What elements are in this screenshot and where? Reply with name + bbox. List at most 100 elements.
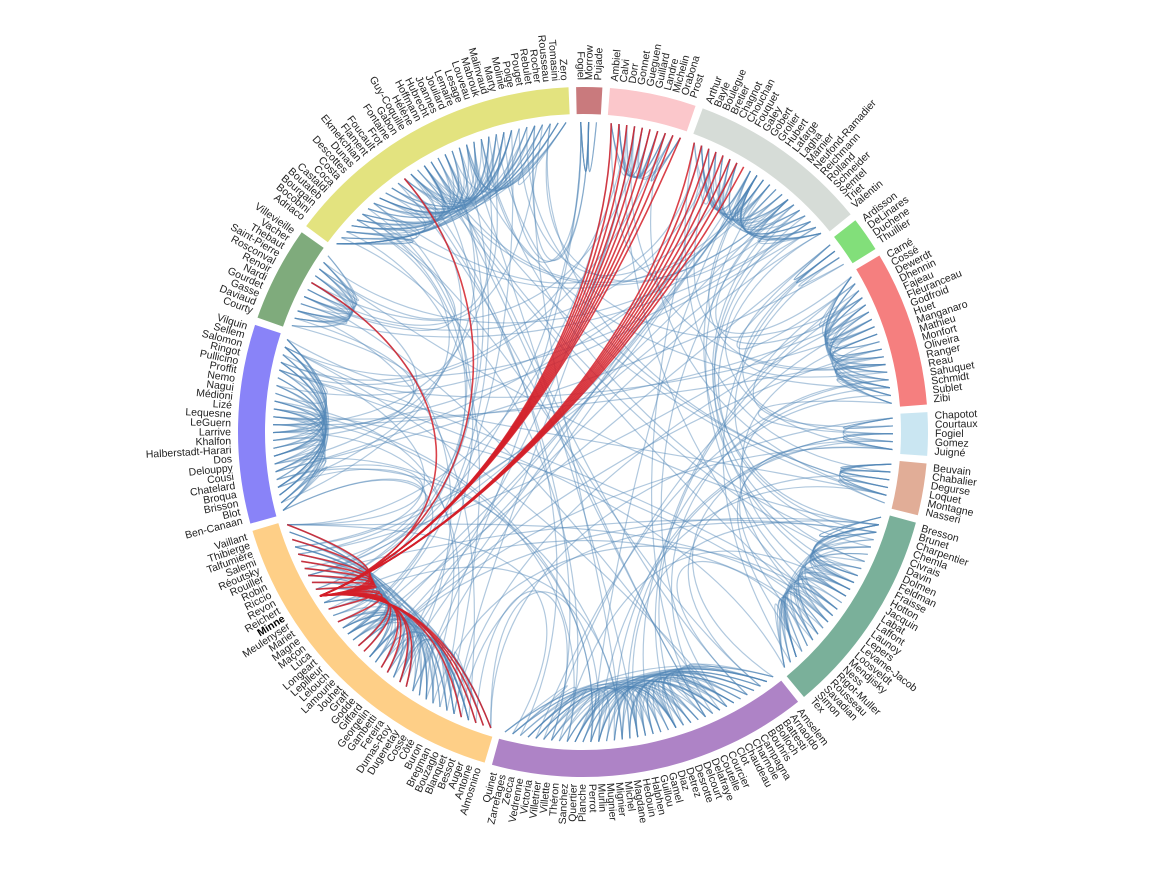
edge xyxy=(700,145,771,216)
edge xyxy=(637,127,681,180)
edge xyxy=(613,433,893,741)
edge xyxy=(662,666,768,729)
edge xyxy=(618,124,666,178)
edge xyxy=(273,408,326,504)
edge xyxy=(430,161,771,283)
edge xyxy=(347,175,758,635)
edge xyxy=(757,400,893,435)
node-label: Calvi xyxy=(618,58,633,83)
edge xyxy=(444,147,470,199)
node-label: Villetrier xyxy=(527,780,544,819)
node-label: Broqua xyxy=(202,489,238,507)
edge xyxy=(275,455,327,511)
edge xyxy=(465,122,567,191)
edge xyxy=(282,479,434,629)
group-arc-g8 xyxy=(786,515,916,697)
edge xyxy=(535,379,889,739)
edge xyxy=(736,250,856,350)
node-label: Beuvain xyxy=(932,462,971,478)
edge xyxy=(738,244,888,378)
edge xyxy=(535,683,692,739)
edge xyxy=(430,147,468,202)
edge xyxy=(801,571,851,610)
edge xyxy=(274,457,593,742)
edge xyxy=(658,297,863,726)
edge xyxy=(272,384,324,434)
edge xyxy=(650,135,681,182)
edge xyxy=(282,354,329,511)
edge xyxy=(728,162,800,228)
edge xyxy=(465,122,567,191)
edge xyxy=(774,603,797,668)
edge xyxy=(410,169,450,210)
edge xyxy=(812,516,882,584)
edge xyxy=(786,590,824,647)
edge xyxy=(291,275,351,328)
edge xyxy=(297,199,789,555)
edge xyxy=(336,132,505,245)
edge xyxy=(813,524,879,577)
node-label: Rousseau xyxy=(535,34,552,82)
edge xyxy=(404,178,571,741)
edge xyxy=(336,130,513,245)
edge xyxy=(346,197,426,236)
edge xyxy=(790,578,847,647)
edge xyxy=(391,124,544,208)
node-label: Khalfon xyxy=(195,435,231,448)
edge xyxy=(351,134,497,230)
node-label: Gonnet xyxy=(635,50,653,86)
edge xyxy=(646,676,735,735)
edge xyxy=(356,122,567,225)
edge xyxy=(495,134,889,489)
edge xyxy=(624,125,834,617)
node-label: Proffit xyxy=(209,359,238,376)
edge xyxy=(741,188,783,227)
edge xyxy=(835,356,891,397)
edge xyxy=(824,297,870,338)
edge xyxy=(708,175,886,371)
edge xyxy=(829,311,886,366)
edge xyxy=(662,674,735,726)
edge xyxy=(613,686,662,741)
group-arc-g9 xyxy=(491,680,799,777)
edge xyxy=(803,568,851,597)
highlighted-edge xyxy=(319,137,682,597)
edge xyxy=(651,148,710,718)
edge xyxy=(291,261,354,328)
edge xyxy=(475,590,568,741)
edge xyxy=(831,333,882,357)
edge xyxy=(272,392,324,434)
edge xyxy=(277,377,327,504)
edge xyxy=(558,550,851,742)
edge xyxy=(379,187,436,221)
edge xyxy=(632,520,879,738)
edge xyxy=(275,346,327,404)
edge xyxy=(742,179,811,235)
edge xyxy=(277,468,427,570)
edge xyxy=(566,668,768,742)
edge xyxy=(279,361,327,496)
edge xyxy=(823,297,867,336)
node-label: Sanchez xyxy=(557,783,571,824)
edge xyxy=(739,175,811,235)
edge xyxy=(273,400,324,457)
node-label: Victoria xyxy=(518,779,535,815)
edge xyxy=(315,202,468,590)
edge xyxy=(358,170,751,647)
edge xyxy=(287,523,548,735)
edge xyxy=(829,311,888,373)
edge xyxy=(712,151,738,210)
edge xyxy=(826,290,889,381)
edge xyxy=(273,361,326,457)
edge xyxy=(610,123,636,176)
edge xyxy=(833,341,892,404)
edge xyxy=(280,125,628,381)
edge xyxy=(279,369,786,668)
edge xyxy=(430,161,707,718)
node-label: Reau xyxy=(927,353,954,370)
edge xyxy=(273,392,324,420)
edge xyxy=(279,361,327,496)
edge xyxy=(496,128,520,189)
edge xyxy=(610,123,666,178)
edge xyxy=(328,566,623,740)
